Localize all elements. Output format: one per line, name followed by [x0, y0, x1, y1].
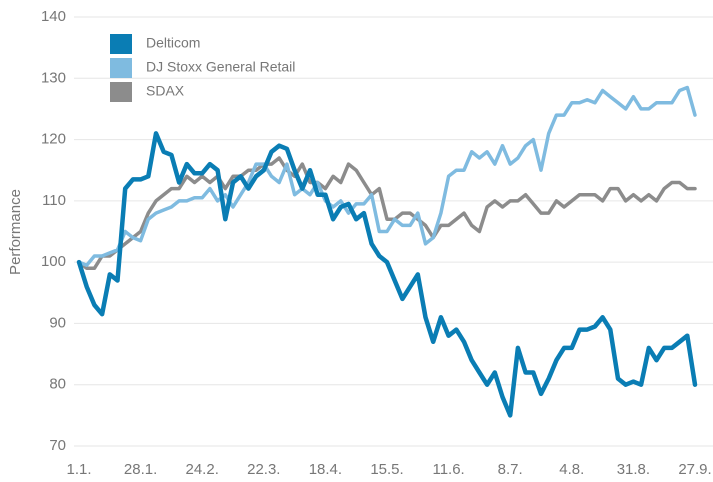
y-tick-label: 70 [49, 437, 66, 454]
y-tick-label: 100 [41, 253, 66, 270]
y-tick-label: 90 [49, 314, 66, 331]
x-tick-label: 22.3. [247, 461, 280, 478]
y-tick-label: 140 [41, 8, 66, 25]
x-tick-label: 4.8. [559, 461, 584, 478]
y-axis-label: Performance [7, 189, 24, 275]
x-tick-label: 8.7. [498, 461, 523, 478]
legend-label: SDAX [146, 83, 185, 99]
y-tick-label: 110 [42, 192, 66, 209]
x-tick-label: 1.1. [66, 461, 91, 478]
x-tick-label: 28.1. [124, 461, 157, 478]
x-tick-label: 11.6. [432, 461, 464, 478]
x-tick-label: 15.5. [370, 461, 403, 478]
y-tick-label: 80 [49, 376, 66, 393]
series-line [77, 85, 697, 267]
y-tick-label: 130 [41, 69, 66, 86]
legend-swatch [110, 58, 132, 78]
series-line [76, 131, 698, 418]
legend-label: DJ Stoxx General Retail [146, 59, 295, 75]
x-tick-label: 27.9. [678, 461, 711, 478]
y-tick-label: 120 [41, 131, 66, 148]
x-tick-label: 24.2. [186, 461, 219, 478]
legend-swatch [110, 34, 132, 54]
legend-label: Delticom [146, 35, 200, 51]
legend-swatch [110, 82, 132, 102]
series-line [77, 156, 697, 271]
x-tick-label: 18.4. [309, 461, 342, 478]
x-tick-label: 31.8. [617, 461, 650, 478]
